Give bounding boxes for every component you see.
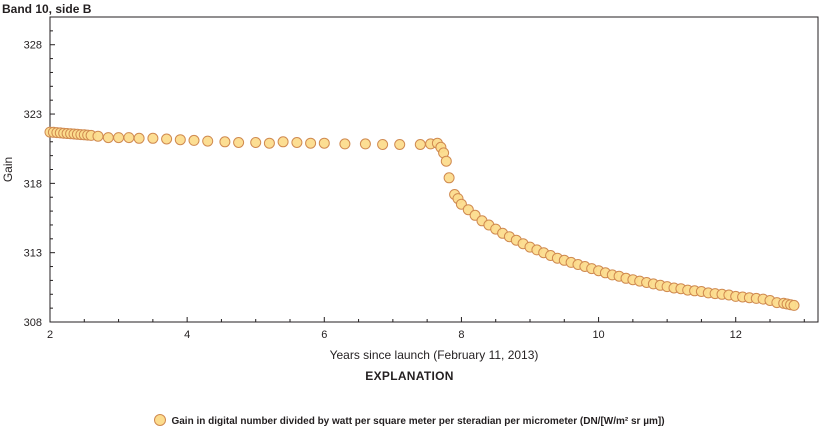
- data-point: [788, 299, 800, 311]
- y-tick-label: 313: [24, 248, 42, 260]
- data-point: [188, 134, 200, 146]
- legend-swatch: [154, 414, 167, 426]
- data-point: [174, 134, 186, 146]
- y-tick-label: 328: [24, 40, 42, 52]
- data-point: [161, 133, 173, 145]
- x-tick-label: 2: [47, 329, 53, 341]
- data-point: [318, 137, 330, 149]
- y-tick-label: 308: [24, 317, 42, 329]
- legend-label: Gain in digital number divided by watt p…: [171, 416, 665, 427]
- legend: Gain in digital number divided by watt p…: [0, 414, 819, 428]
- data-point: [394, 139, 406, 150]
- data-point: [359, 138, 371, 150]
- data-point: [291, 137, 303, 148]
- data-point: [377, 139, 389, 150]
- y-tick-label: 318: [24, 178, 42, 190]
- data-point: [233, 137, 245, 148]
- data-point: [305, 137, 317, 149]
- data-point: [92, 130, 104, 142]
- data-point: [277, 136, 289, 148]
- x-tick-label: 10: [592, 329, 604, 341]
- y-axis-title: Gain: [1, 157, 15, 182]
- data-point: [339, 138, 351, 150]
- legend-heading: EXPLANATION: [365, 369, 454, 383]
- data-point: [202, 135, 214, 147]
- data-point: [250, 137, 262, 148]
- data-point: [133, 132, 145, 144]
- data-point: [414, 139, 426, 150]
- data-point: [443, 172, 455, 184]
- data-points: [44, 126, 800, 311]
- y-tick-label: 323: [24, 109, 42, 121]
- plot-frame: [49, 16, 819, 323]
- data-point: [113, 132, 125, 144]
- chart-title: Band 10, side B: [2, 2, 92, 16]
- data-point: [123, 132, 135, 144]
- data-point: [102, 132, 114, 144]
- x-tick-label: 6: [321, 329, 327, 341]
- data-point: [440, 155, 452, 167]
- x-tick-label: 4: [184, 329, 190, 341]
- x-axis-title: Years since launch (February 11, 2013): [330, 348, 539, 362]
- axis-ticks: 2 4 6 8 10 12 308 313 318 323 328: [24, 16, 805, 341]
- x-tick-label: 8: [458, 329, 464, 341]
- data-point: [219, 136, 231, 148]
- x-tick-label: 12: [730, 329, 742, 341]
- data-point: [263, 137, 275, 149]
- data-point: [147, 132, 159, 144]
